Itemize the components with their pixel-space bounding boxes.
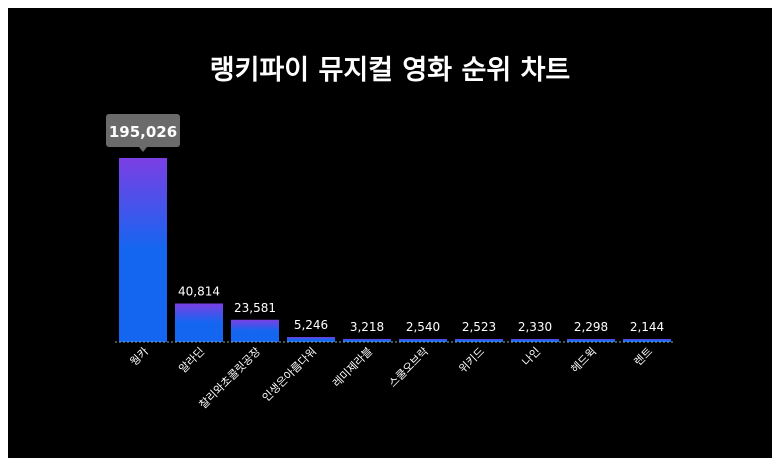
x-tick-label: 위키드 bbox=[456, 345, 487, 376]
chart-title: 랭키파이 뮤지컬 영화 순위 차트 bbox=[209, 55, 571, 86]
bar bbox=[343, 338, 391, 342]
data-label: 2,540 bbox=[406, 320, 440, 334]
data-label: 3,218 bbox=[350, 320, 384, 334]
bar bbox=[567, 339, 615, 342]
data-label: 23,581 bbox=[234, 301, 276, 315]
x-tick-label: 인생은아름다워 bbox=[260, 345, 319, 404]
data-label: 2,144 bbox=[630, 320, 664, 334]
x-tick-label: 레미제라블 bbox=[330, 345, 375, 390]
data-label: 2,523 bbox=[462, 320, 496, 334]
x-tick-label: 알라딘 bbox=[176, 344, 207, 375]
bar bbox=[455, 339, 503, 342]
x-tick-label: 헤드윅 bbox=[568, 345, 599, 376]
data-label: 2,298 bbox=[574, 320, 608, 334]
bar bbox=[231, 319, 279, 342]
data-label: 5,246 bbox=[294, 318, 328, 332]
x-tick-label: 웡카 bbox=[128, 345, 152, 369]
bar bbox=[119, 158, 167, 342]
bar bbox=[399, 339, 447, 342]
bar bbox=[175, 303, 223, 342]
data-label: 2,330 bbox=[518, 320, 552, 334]
tooltip-pointer bbox=[139, 147, 147, 152]
x-tick-label: 스쿨오브락 bbox=[386, 345, 431, 390]
bar bbox=[287, 337, 335, 342]
bar bbox=[511, 339, 559, 342]
data-label: 40,814 bbox=[178, 284, 220, 298]
tooltip-value: 195,026 bbox=[109, 123, 177, 141]
x-tick-label: 렌트 bbox=[632, 345, 656, 369]
x-tick-label: 나인 bbox=[520, 345, 544, 369]
x-tick-label: 찰리와초콜릿공장 bbox=[197, 345, 263, 411]
tooltip-box bbox=[106, 114, 180, 147]
bar bbox=[623, 339, 671, 342]
